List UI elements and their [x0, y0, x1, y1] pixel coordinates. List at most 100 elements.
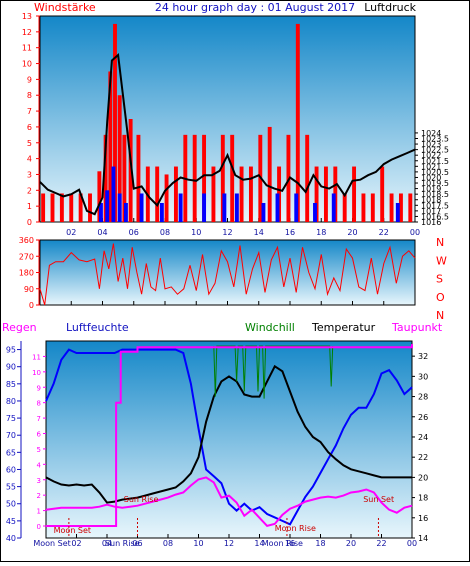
wind-bar: [192, 134, 197, 222]
y-tick-label: 6: [27, 123, 32, 132]
y-tick-label: 9: [27, 75, 32, 84]
gust-bar: [159, 202, 164, 222]
header-pressure-title: Luftdruck: [364, 1, 416, 14]
wind-bar: [314, 166, 319, 222]
gust-bar: [105, 190, 110, 222]
gust-bar: [202, 193, 207, 222]
wind-bar: [122, 134, 127, 222]
y-tick-label: 10: [22, 60, 32, 69]
event-annotation: Sun Rise: [124, 495, 159, 504]
compass-label: N: [436, 309, 444, 322]
x-tick-label: 02: [71, 539, 81, 548]
temp-tick-label: 20: [418, 473, 428, 482]
wind-bar: [342, 193, 347, 222]
y-tick-label: 11: [22, 44, 32, 53]
temp-tick-label: 28: [418, 393, 428, 402]
y2-tick-label: 1023.5: [421, 134, 449, 143]
rain-tick-label: 4: [37, 461, 42, 469]
x-tick-label: 18: [315, 539, 325, 548]
x-tick-label: 00: [407, 539, 417, 548]
x-tick-label: 02: [66, 228, 76, 237]
y2-tick-label: 1020.5: [421, 168, 449, 177]
compass-label: S: [436, 273, 443, 286]
dewpoint-line: [45, 476, 413, 528]
wind-bar: [248, 166, 253, 222]
legend-label: Luftfeuchte: [66, 321, 129, 334]
temp-tick-label: 26: [418, 413, 428, 422]
y2-tick-label: 1018: [421, 196, 441, 205]
y-tick-label: 0: [27, 218, 32, 227]
compass-label: W: [436, 254, 447, 267]
gust-bar: [395, 202, 400, 222]
event-annotation: Sun Set: [363, 495, 394, 504]
event-annotation: Moon Rise: [275, 524, 316, 533]
temp-tick-label: 22: [418, 453, 428, 462]
rain-tick-label: 0: [37, 523, 41, 531]
humidity-tick-label: 95: [6, 346, 16, 355]
event-annotation: Moon Set: [54, 526, 91, 535]
rain-tick-label: 8: [37, 400, 41, 408]
wind-bar: [164, 174, 169, 222]
humidity-tick-label: 80: [6, 397, 16, 406]
bottom-event-label: Moon Set: [33, 539, 70, 548]
y2-tick-label: 1016.5: [421, 212, 449, 221]
rain-tick-label: 3: [37, 477, 41, 485]
y-tick-label: 180: [19, 269, 34, 278]
humidity-tick-label: 45: [6, 517, 16, 526]
x-tick-label: 10: [193, 539, 203, 548]
y-tick-label: 4: [27, 155, 32, 164]
wind-bar: [202, 134, 207, 222]
y-tick-label: 12: [22, 28, 32, 37]
y2-tick-label: 1016: [421, 218, 441, 227]
humidity-tick-label: 65: [6, 448, 16, 457]
rain-tick-label: 2: [37, 492, 41, 500]
gust-bar: [117, 193, 122, 222]
y-tick-label: 7: [27, 107, 32, 116]
temp-tick-label: 14: [418, 534, 428, 543]
humidity-line: [45, 348, 413, 526]
compass-label: N: [436, 236, 444, 249]
y-tick-label: 8: [27, 91, 32, 100]
y2-tick-label: 1022.5: [421, 146, 449, 155]
y-tick-label: 360: [19, 236, 34, 245]
gust-bar: [111, 166, 116, 222]
wind-bar: [267, 126, 272, 222]
plot-area: [39, 239, 416, 306]
wind-bar: [173, 166, 178, 222]
y2-tick-label: 1019.5: [421, 179, 449, 188]
y2-tick-label: 1018.5: [421, 190, 449, 199]
wind-bar: [380, 166, 385, 222]
gust-bar: [139, 193, 144, 222]
pressure-line: [39, 52, 416, 216]
y-tick-label: 1: [27, 202, 32, 211]
x-tick-label: 12: [222, 228, 232, 237]
gust-bar: [222, 193, 227, 222]
x-tick-label: 22: [376, 539, 386, 548]
wind-bar: [239, 166, 244, 222]
wind-bar: [50, 193, 55, 222]
wind-bar: [408, 193, 413, 222]
wind-bar: [230, 134, 235, 222]
rain-tick-label: 7: [37, 415, 41, 423]
humidity-tick-label: 40: [6, 534, 16, 543]
rain-tick-label: 1: [37, 508, 41, 516]
y-tick-label: 13: [22, 12, 32, 21]
y2-tick-label: 1020: [421, 173, 441, 182]
humidity-tick-label: 75: [6, 414, 16, 423]
legend-label: Windchill: [245, 321, 295, 334]
x-tick-label: 08: [163, 539, 173, 548]
y2-tick-label: 1021: [421, 162, 441, 171]
wind-bar: [361, 193, 366, 222]
x-tick-label: 14: [254, 539, 264, 548]
wind-bar: [211, 166, 216, 222]
y2-tick-label: 1021.5: [421, 157, 449, 166]
humidity-tick-label: 90: [6, 363, 16, 372]
wind-bar: [305, 134, 310, 222]
wind-bar: [389, 193, 394, 222]
wind-bar: [59, 193, 64, 222]
x-tick-label: 20: [346, 539, 356, 548]
header-wind-title: Windstärke: [34, 1, 96, 14]
wind-pressure-panel: 01234567891011121310161016.510171017.510…: [22, 12, 449, 237]
